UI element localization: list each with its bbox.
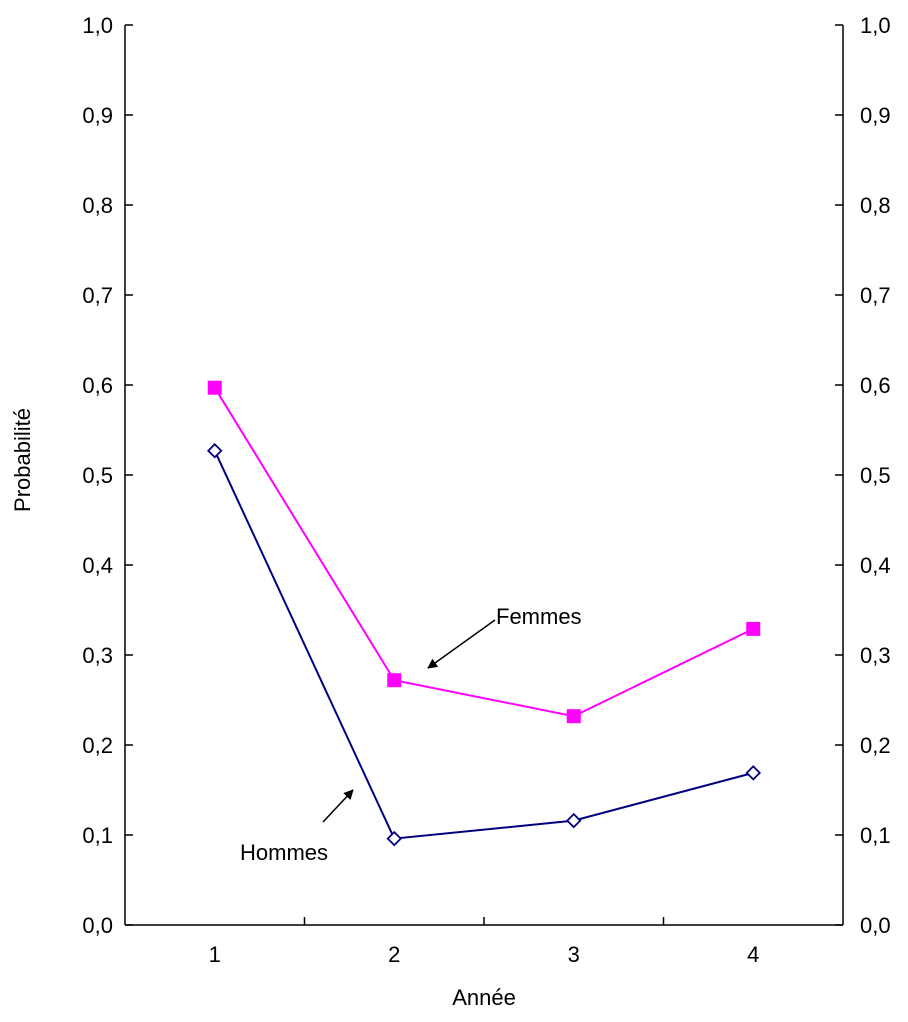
x-axis-title: Année (452, 985, 516, 1010)
left-y-tick-label: 0,6 (82, 373, 113, 398)
femmes-point (746, 621, 761, 636)
hommes-point (745, 765, 762, 781)
left-y-tick-label: 0,8 (82, 193, 113, 218)
left-y-tick-label: 0,9 (82, 103, 113, 128)
series-layer (206, 380, 762, 847)
right-y-tick-label: 0,5 (860, 463, 891, 488)
femmes-point (207, 380, 222, 395)
left-y-tick-label: 0,0 (82, 913, 113, 938)
right-y-tick-label: 0,0 (860, 913, 891, 938)
x-ticks: 1 2 3 4 (209, 917, 759, 967)
annotation-hommes: Hommes (240, 789, 354, 865)
hommes-point (386, 830, 403, 847)
left-y-tick-label: 0,4 (82, 553, 113, 578)
left-y-tick-label: 0,3 (82, 643, 113, 668)
left-y-tick-label: 0,7 (82, 283, 113, 308)
hommes-annotation-label: Hommes (240, 840, 328, 865)
hommes-point (565, 812, 582, 829)
right-y-tick-label: 0,3 (860, 643, 891, 668)
femmes-line (213, 387, 754, 718)
left-y-tick-label: 0,5 (82, 463, 113, 488)
annotation-femmes: Femmes (427, 604, 582, 669)
x-tick-label: 2 (388, 942, 400, 967)
right-y-tick-label: 0,2 (860, 733, 891, 758)
right-y-tick-label: 0,4 (860, 553, 891, 578)
hommes-arrow (322, 789, 354, 823)
femmes-annotation-label: Femmes (496, 604, 582, 629)
right-y-tick-label: 0,9 (860, 103, 891, 128)
hommes-point (206, 442, 223, 459)
left-y-tick-label: 0,1 (82, 823, 113, 848)
y-ticks: 0,0 0,0 0,1 0,1 0,2 0,2 0,3 0,3 0,4 0,4 0,5 0,5 0,6 0… (82, 13, 890, 938)
right-y-tick-label: 0,6 (860, 373, 891, 398)
left-y-tick-label: 0,2 (82, 733, 113, 758)
femmes-point (566, 709, 581, 724)
femmes-point (387, 673, 402, 688)
right-y-tick-label: 1,0 (860, 13, 891, 38)
x-tick-label: 3 (568, 942, 580, 967)
x-tick-label: 4 (747, 942, 759, 967)
femmes-arrow (427, 619, 496, 669)
right-y-tick-label: 0,1 (860, 823, 891, 848)
axes (124, 25, 844, 926)
hommes-line (213, 450, 754, 840)
y-axis-title: Probabilité (10, 408, 35, 512)
x-tick-label: 1 (209, 942, 221, 967)
right-y-tick-label: 0,8 (860, 193, 891, 218)
left-y-tick-label: 1,0 (82, 13, 113, 38)
right-y-tick-label: 0,7 (860, 283, 891, 308)
